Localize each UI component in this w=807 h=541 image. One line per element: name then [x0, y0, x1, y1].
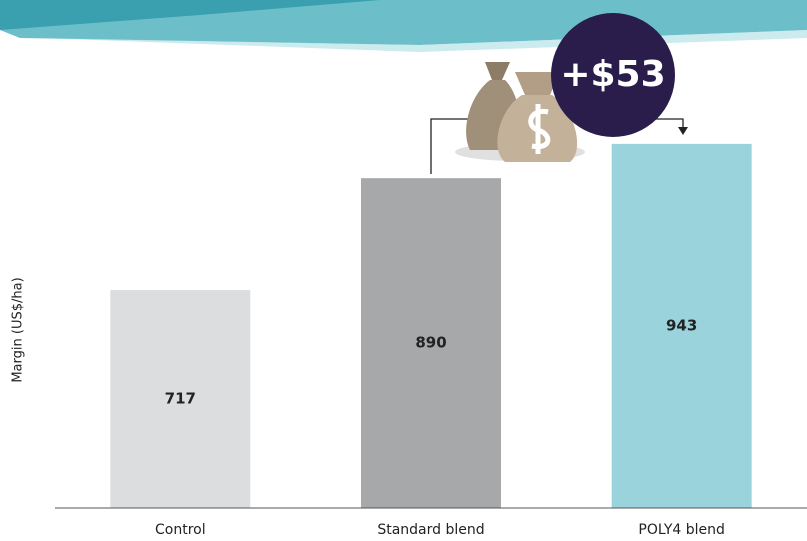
bar: [361, 178, 501, 509]
y-axis-label: Margin (US$/ha): [11, 277, 26, 382]
x-tick-label: Control: [155, 522, 206, 538]
banner-accent: [0, 0, 380, 30]
bar: [110, 290, 251, 508]
value-label: 890: [415, 334, 446, 352]
value-label: 943: [666, 316, 697, 334]
x-tick-label: Standard blend: [377, 522, 484, 538]
annotation: +$53: [560, 54, 665, 95]
money-bags: [455, 62, 585, 162]
value-label: 717: [165, 390, 196, 408]
arrow-head: [678, 127, 688, 135]
x-tick-label: POLY4 blend: [638, 522, 724, 538]
bar: [611, 143, 752, 508]
annotation-badge: [551, 13, 675, 137]
